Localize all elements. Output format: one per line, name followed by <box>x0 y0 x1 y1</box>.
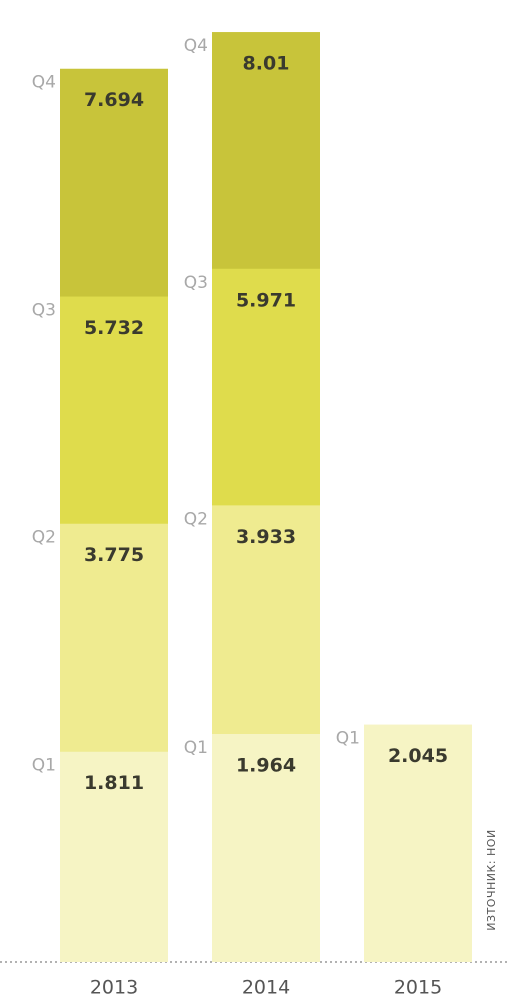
x-tick-label: 2015 <box>394 977 442 999</box>
bar-segment <box>60 751 168 962</box>
quarter-label: Q3 <box>184 273 208 293</box>
value-label: 1.811 <box>84 772 144 794</box>
x-tick-label: 2013 <box>90 977 138 999</box>
value-label: 8.01 <box>243 53 290 75</box>
value-label: 1.964 <box>236 754 296 776</box>
quarter-label: Q4 <box>32 73 56 93</box>
x-tick-label: 2014 <box>242 977 290 999</box>
quarter-label: Q2 <box>32 528 56 548</box>
quarter-label: Q3 <box>32 301 56 321</box>
source-note: ИЗТОЧНИК: НОИ <box>485 829 498 930</box>
value-label: 5.732 <box>84 317 144 339</box>
value-label: 5.971 <box>236 289 296 311</box>
quarter-label: Q2 <box>184 509 208 529</box>
quarter-label: Q1 <box>336 729 360 749</box>
value-label: 3.933 <box>236 526 296 548</box>
quarter-label: Q1 <box>32 756 56 776</box>
value-label: 2.045 <box>388 745 448 767</box>
quarter-label: Q4 <box>184 36 208 56</box>
value-label: 3.775 <box>84 544 144 566</box>
bar-segment <box>364 724 472 962</box>
value-label: 7.694 <box>84 89 144 111</box>
quarter-label: Q1 <box>184 738 208 758</box>
bar-segment <box>212 733 320 962</box>
